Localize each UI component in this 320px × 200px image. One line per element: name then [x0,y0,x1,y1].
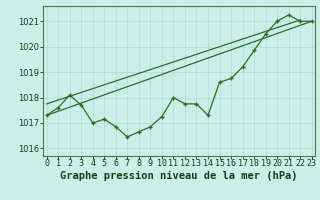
X-axis label: Graphe pression niveau de la mer (hPa): Graphe pression niveau de la mer (hPa) [60,171,298,181]
